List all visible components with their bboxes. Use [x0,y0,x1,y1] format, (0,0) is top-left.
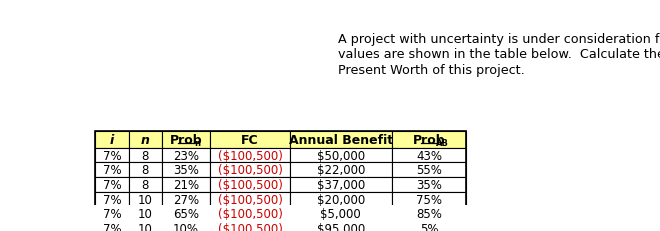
Bar [129,207,162,221]
Bar [162,163,211,177]
Text: 8: 8 [141,164,149,176]
Text: 65%: 65% [173,207,199,220]
Bar [392,221,466,231]
Text: 7%: 7% [102,149,121,162]
Bar [162,192,211,207]
Text: 10: 10 [138,222,152,231]
Text: 7%: 7% [102,222,121,231]
Text: 10: 10 [138,207,152,220]
Bar [129,132,162,148]
Text: 8: 8 [141,149,149,162]
Bar [162,221,211,231]
Text: values are shown in the table below.  Calculate the Expected Value of the Net: values are shown in the table below. Cal… [338,48,660,61]
Text: 7%: 7% [102,164,121,176]
Bar [290,177,392,192]
Text: $95,000: $95,000 [317,222,365,231]
Text: $22,000: $22,000 [317,164,365,176]
Text: ($100,500): ($100,500) [218,222,282,231]
Text: 35%: 35% [173,164,199,176]
Text: ($100,500): ($100,500) [218,149,282,162]
Text: n: n [194,138,201,147]
Text: 85%: 85% [416,207,442,220]
Text: A project with uncertainty is under consideration for implementation.  The: A project with uncertainty is under cons… [338,33,660,46]
Bar [290,192,392,207]
Bar [95,132,466,231]
Bar [129,192,162,207]
Bar [392,207,466,221]
Bar [392,192,466,207]
Bar [211,192,290,207]
Text: AB: AB [436,138,449,147]
Text: n: n [141,134,150,146]
Text: 7%: 7% [102,207,121,220]
Text: ($100,500): ($100,500) [218,164,282,176]
Text: 7%: 7% [102,193,121,206]
Text: 10%: 10% [173,222,199,231]
Bar [95,132,129,148]
Text: $37,000: $37,000 [317,178,365,191]
Bar [129,177,162,192]
Bar [211,177,290,192]
Text: $20,000: $20,000 [317,193,365,206]
Text: $5,000: $5,000 [321,207,361,220]
Text: ($100,500): ($100,500) [218,193,282,206]
Bar [95,177,129,192]
Bar [211,207,290,221]
Text: FC: FC [241,134,259,146]
Bar [290,163,392,177]
Text: 27%: 27% [173,193,199,206]
Text: ($100,500): ($100,500) [218,207,282,220]
Bar [162,132,211,148]
Text: Prob: Prob [170,134,203,146]
Text: 5%: 5% [420,222,438,231]
Text: i: i [110,134,114,146]
Bar [392,132,466,148]
Bar [290,221,392,231]
Bar [392,177,466,192]
Bar [290,207,392,221]
Bar [129,163,162,177]
Bar [129,221,162,231]
Bar [211,132,290,148]
Text: Prob: Prob [412,134,446,146]
Bar [95,207,129,221]
Bar [162,207,211,221]
Text: 75%: 75% [416,193,442,206]
Text: 35%: 35% [416,178,442,191]
Bar [290,148,392,163]
Text: 7%: 7% [102,178,121,191]
Bar [162,177,211,192]
Text: ($100,500): ($100,500) [218,178,282,191]
Bar [95,192,129,207]
Bar [162,148,211,163]
Text: 55%: 55% [416,164,442,176]
Bar [95,221,129,231]
Bar [211,163,290,177]
Bar [95,163,129,177]
Bar [392,163,466,177]
Bar [95,148,129,163]
Bar [211,221,290,231]
Bar [392,148,466,163]
Text: 43%: 43% [416,149,442,162]
Text: Present Worth of this project.: Present Worth of this project. [338,63,525,76]
Text: Annual Benefit: Annual Benefit [288,134,393,146]
Text: 10: 10 [138,193,152,206]
Text: 8: 8 [141,178,149,191]
Text: 23%: 23% [173,149,199,162]
Text: $50,000: $50,000 [317,149,365,162]
Bar [211,148,290,163]
Text: 21%: 21% [173,178,199,191]
Bar [129,148,162,163]
Bar [290,132,392,148]
